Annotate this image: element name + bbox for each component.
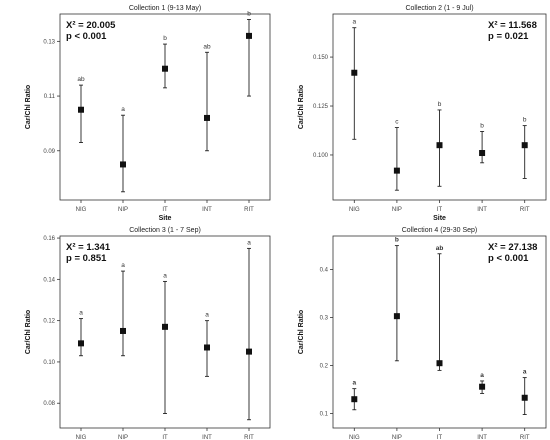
data-point [204, 114, 210, 121]
data-point [246, 32, 252, 39]
y-tick-label: 0.11 [44, 94, 56, 100]
significance-letter: a [121, 106, 125, 113]
x-tick-label: IT [437, 435, 443, 440]
chart-title: Collection 1 (9-13 May) [129, 5, 201, 12]
stats-line: p < 0.001 [488, 253, 529, 264]
data-point [393, 167, 400, 174]
stats-line: X² = 1.341 [66, 242, 111, 253]
stats-line: X² = 27.138 [488, 242, 537, 253]
data-point [120, 327, 126, 334]
x-axis-title: Site [433, 215, 446, 222]
significance-letter: ab [436, 245, 444, 252]
x-tick-label: NIG [349, 435, 360, 440]
significance-letter: a [480, 372, 484, 379]
significance-letter: b [523, 117, 527, 124]
significance-letter: a [352, 19, 356, 26]
x-tick-label: NIG [349, 207, 360, 213]
y-tick-label: 0.4 [320, 268, 329, 274]
x-axis-title: Site [159, 215, 172, 222]
y-tick-label: 0.08 [43, 401, 55, 407]
data-point [120, 161, 126, 168]
y-tick-label: 0.1 [320, 412, 329, 418]
y-tick-label: 0.09 [43, 149, 55, 155]
significance-letter: a [79, 310, 83, 317]
significance-letter: b [247, 10, 251, 17]
data-point [521, 142, 528, 149]
chart-title: Collection 4 (29-30 Sep) [402, 227, 478, 234]
y-tick-label: 0.2 [320, 364, 329, 370]
chart-panel-1: Collection 1 (9-13 May) 0.09 0.11 0.13 NIG NI… [25, 5, 271, 222]
y-tick-label: 0.150 [313, 55, 329, 61]
chart-title: Collection 2 (1 - 9 Jul) [405, 5, 473, 12]
data-point [521, 394, 528, 401]
x-tick-label: NIG [76, 207, 87, 213]
data-point [78, 340, 84, 347]
x-tick-label: IT [162, 207, 168, 213]
y-tick-label: 0.14 [43, 277, 55, 283]
y-tick-label: 0.100 [313, 153, 329, 159]
x-tick-label: RIT [520, 207, 530, 213]
x-tick-label: RIT [244, 207, 254, 213]
y-axis-title: Car/Chl Ratio [298, 310, 305, 354]
y-tick-label: 0.13 [43, 39, 55, 45]
stats-line: p < 0.001 [66, 31, 107, 42]
significance-letter: a [352, 380, 356, 387]
significance-letter: b [438, 101, 442, 108]
y-tick-label: 0.125 [313, 104, 329, 110]
y-tick-label: 0.16 [43, 236, 55, 242]
significance-letter: b [395, 237, 399, 244]
significance-letter: ab [203, 43, 211, 50]
significance-letter: b [480, 122, 484, 129]
x-tick-label: INT [477, 435, 487, 440]
x-tick-label: NIP [392, 435, 402, 440]
x-tick-label: NIG [76, 435, 87, 440]
data-point [436, 360, 443, 367]
chart-panel-4: Collection 4 (29-30 Sep) 0.1 0.2 0.3 0.4 NIG N… [298, 227, 547, 440]
chart-panel-2: Collection 2 (1 - 9 Jul) 0.100 0.125 0.150 N… [298, 5, 547, 222]
y-axis-title: Car/Chl Ratio [25, 85, 32, 129]
stats-line: p = 0.021 [488, 31, 529, 42]
data-point [204, 344, 210, 351]
significance-letter: a [247, 239, 251, 246]
data-point [162, 65, 168, 72]
x-tick-label: NIP [392, 207, 402, 213]
data-point [436, 142, 443, 149]
y-tick-label: 0.12 [43, 319, 55, 325]
y-tick-label: 0.10 [43, 360, 55, 366]
data-point [78, 106, 84, 113]
data-point [393, 313, 400, 320]
y-tick-label: 0.3 [320, 316, 329, 322]
data-point [479, 150, 486, 157]
chart-panel-3: Collection 3 (1 - 7 Sep) 0.08 0.10 0.12 0.14… [25, 227, 271, 440]
x-tick-label: INT [202, 207, 212, 213]
x-tick-label: NIP [118, 435, 128, 440]
x-tick-label: RIT [520, 435, 530, 440]
data-point [162, 323, 168, 330]
x-tick-label: NIP [118, 207, 128, 213]
significance-letter: a [121, 262, 125, 269]
significance-letter: ab [77, 76, 85, 83]
x-tick-label: RIT [244, 435, 254, 440]
significance-letter: b [163, 35, 167, 42]
data-point [479, 383, 486, 390]
stats-line: X² = 11.568 [488, 20, 537, 31]
significance-letter: c [395, 119, 399, 126]
data-point [351, 396, 358, 403]
significance-letter: a [523, 369, 527, 376]
data-point [351, 69, 358, 76]
significance-letter: a [205, 312, 209, 319]
x-tick-label: IT [437, 207, 443, 213]
x-tick-label: INT [477, 207, 487, 213]
x-tick-label: INT [202, 435, 212, 440]
y-axis-title: Car/Chl Ratio [25, 310, 32, 354]
chart-title: Collection 3 (1 - 7 Sep) [129, 227, 201, 234]
significance-letter: a [163, 272, 167, 279]
x-tick-label: IT [162, 435, 168, 440]
data-point [246, 348, 252, 355]
stats-line: X² = 20.005 [66, 20, 116, 31]
stats-line: p = 0.851 [66, 253, 107, 264]
y-axis-title: Car/Chl Ratio [298, 85, 305, 129]
